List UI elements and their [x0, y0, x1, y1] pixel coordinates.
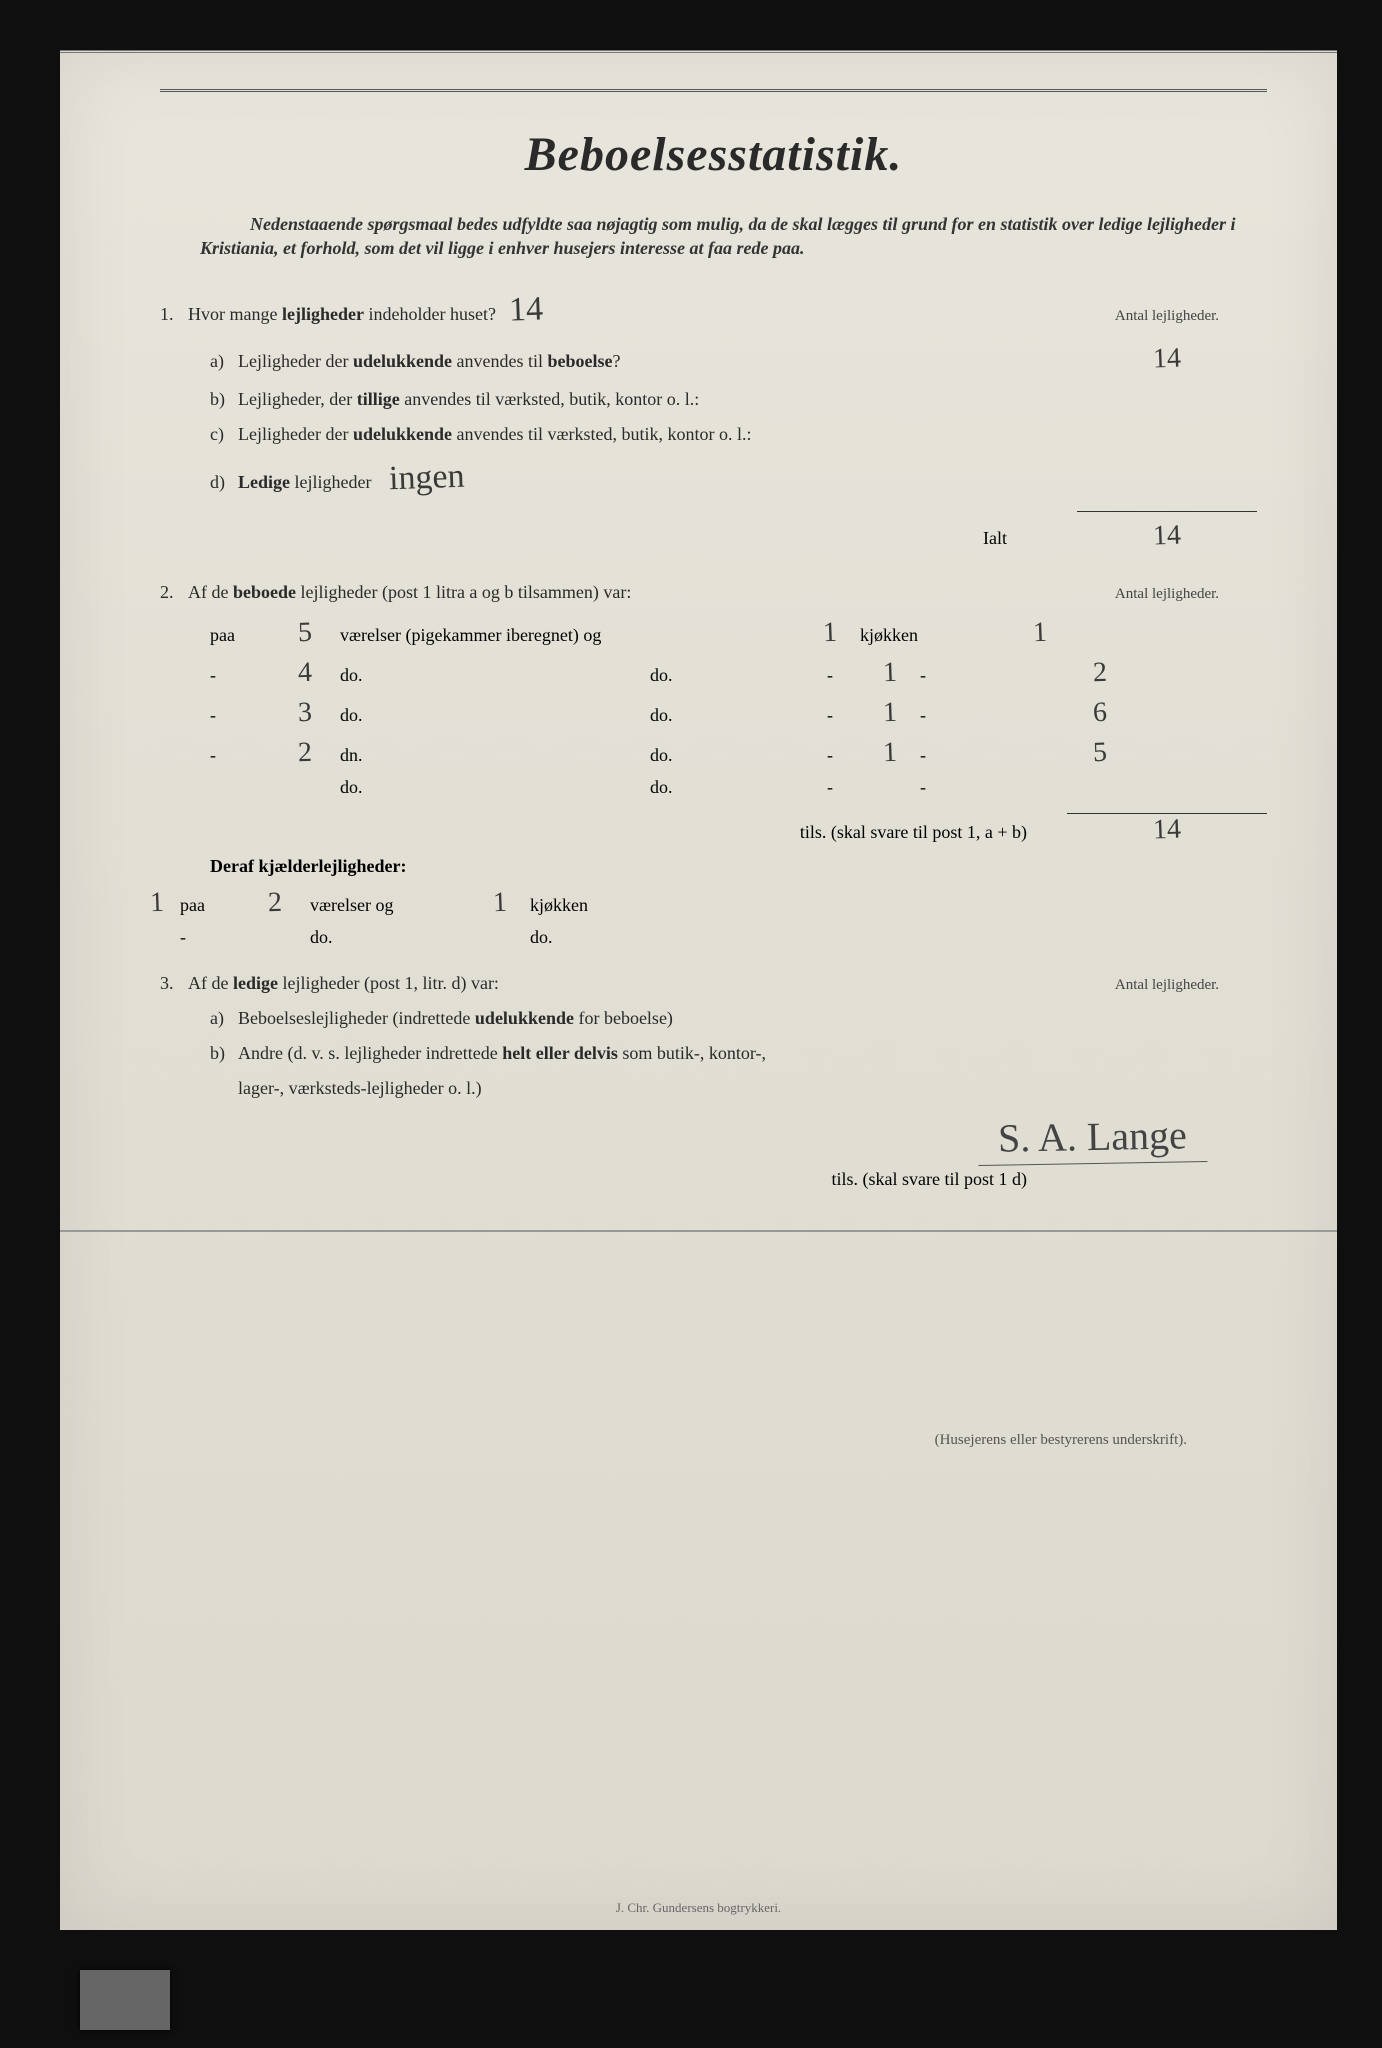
q2-row: 2. Af de beboede lejligheder (post 1 lit…	[160, 582, 1267, 603]
q3-row: 3. Af de ledige lejligheder (post 1, lit…	[160, 973, 1267, 994]
q1a-row: a) Lejligheder der udelukkende anvendes …	[210, 343, 1267, 375]
q1-number: 1.	[160, 304, 188, 325]
q1d-answer: ingen	[389, 457, 466, 498]
table-row: paa 5 værelser (pigekammer iberegnet) og…	[210, 617, 1267, 649]
film-thumbnail	[80, 1970, 170, 2030]
mid-rule	[60, 1230, 1337, 1232]
q2-table: paa 5 værelser (pigekammer iberegnet) og…	[210, 617, 1267, 798]
q3b-row: b) Andre (d. v. s. lejligheder indretted…	[210, 1043, 1267, 1064]
scan-frame: Beboelsesstatistik. Nedenstaaende spørgs…	[0, 0, 1382, 2048]
table-row: 1 paa 2 værelser og 1 kjøkken	[210, 887, 1267, 919]
sum-rule	[1077, 511, 1257, 512]
cellar-table: 1 paa 2 værelser og 1 kjøkken - do. do.	[210, 887, 1267, 948]
antal-label: Antal lejligheder.	[1067, 308, 1267, 325]
q3b-row2: lager-, værksteds-lejligheder o. l.)	[210, 1078, 1267, 1099]
table-row: - 2 dn. do. - 1 - 5	[210, 737, 1267, 769]
table-row: - 4 do. do. - 1 - 2	[210, 657, 1267, 689]
q1c-row: c) Lejligheder der udelukkende anvendes …	[210, 424, 1267, 445]
ialt-row: Ialt 14	[160, 520, 1267, 552]
q1d-row: d) Ledige lejligheder ingen	[210, 459, 1267, 497]
signature: S. A. Lange	[978, 1111, 1208, 1166]
q3-tils-row: tils. (skal svare til post 1 d)	[160, 1169, 1267, 1190]
q1b-row: b) Lejligheder, der tillige anvendes til…	[210, 389, 1267, 410]
printer-line: J. Chr. Gundersens bogtrykkeri.	[60, 1900, 1337, 1916]
q1-text: Hvor mange lejligheder indeholder huset?…	[188, 291, 1067, 329]
q2-tils-row: tils. (skal svare til post 1, a + b) 14	[160, 813, 1267, 846]
q2-tils-value: 14	[1152, 813, 1181, 846]
signature-block: S. A. Lange	[160, 1113, 1267, 1164]
q1-answer: 14	[509, 290, 544, 329]
q3a-row: a) Beboelseslejligheder (indrettede udel…	[210, 1008, 1267, 1029]
table-row: - 3 do. do. - 1 - 6	[210, 697, 1267, 729]
ialt-value: 14	[1152, 519, 1181, 552]
signature-caption: (Husejerens eller bestyrerens underskrif…	[160, 1432, 1267, 1449]
deraf-label: Deraf kjælderlejligheder:	[210, 856, 1267, 877]
top-rule	[160, 89, 1267, 92]
q1-row: 1. Hvor mange lejligheder indeholder hus…	[160, 291, 1267, 329]
table-row: - do. do.	[210, 927, 1267, 948]
q1a-answer: 14	[1152, 342, 1181, 375]
intro-paragraph: Nedenstaaende spørgsmaal bedes udfyldte …	[200, 212, 1247, 261]
document-page: Beboelsesstatistik. Nedenstaaende spørgs…	[60, 50, 1337, 1930]
page-title: Beboelsesstatistik.	[160, 127, 1267, 182]
table-row: do. do. - -	[210, 777, 1267, 798]
